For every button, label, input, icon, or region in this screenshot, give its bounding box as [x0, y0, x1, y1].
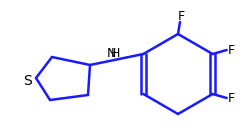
- Text: S: S: [24, 74, 32, 88]
- Text: F: F: [227, 44, 234, 56]
- Text: F: F: [177, 10, 184, 22]
- Text: H: H: [110, 47, 120, 60]
- Text: N: N: [106, 47, 116, 60]
- Text: F: F: [227, 92, 234, 104]
